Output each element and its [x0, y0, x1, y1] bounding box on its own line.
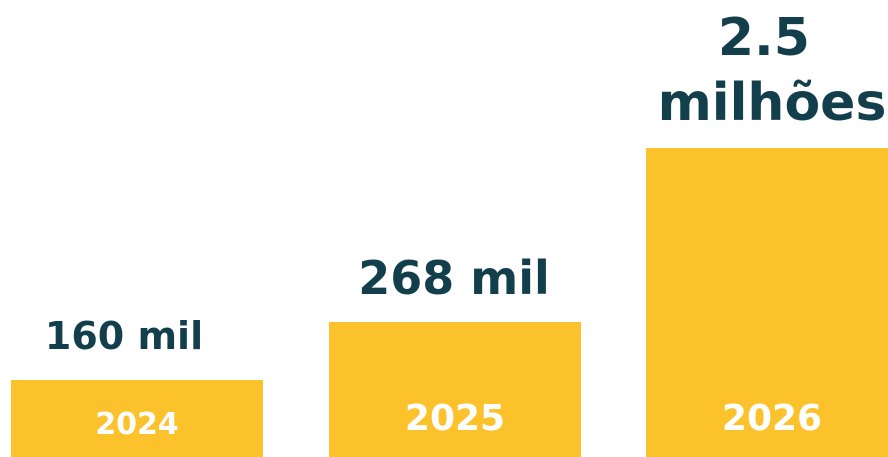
- data-label-2025: 268 mil: [358, 251, 550, 305]
- bar-2025: [329, 322, 581, 457]
- bar-group-2024: 2024 160 mil: [11, 314, 263, 457]
- bars-group: 2024 160 mil 2025 268 mil 2026 2.5 milhõ…: [11, 8, 888, 457]
- bar-2024: [11, 380, 263, 457]
- data-label-2026: 2.5 milhões: [658, 8, 887, 133]
- data-label-2024-line-1: 160 mil: [45, 314, 203, 358]
- bar-2026: [646, 148, 888, 457]
- bar-group-2026: 2026 2.5 milhões: [646, 8, 888, 457]
- data-label-2025-line-1: 268 mil: [358, 251, 550, 305]
- data-label-2024: 160 mil: [45, 314, 203, 358]
- data-label-2026-line-1: 2.5: [718, 8, 810, 68]
- bar-group-2025: 2025 268 mil: [329, 251, 581, 457]
- data-label-2026-line-2: milhões: [658, 73, 887, 133]
- category-label-2026: 2026: [722, 398, 822, 439]
- category-label-2024: 2024: [95, 407, 179, 442]
- category-label-2025: 2025: [405, 398, 505, 439]
